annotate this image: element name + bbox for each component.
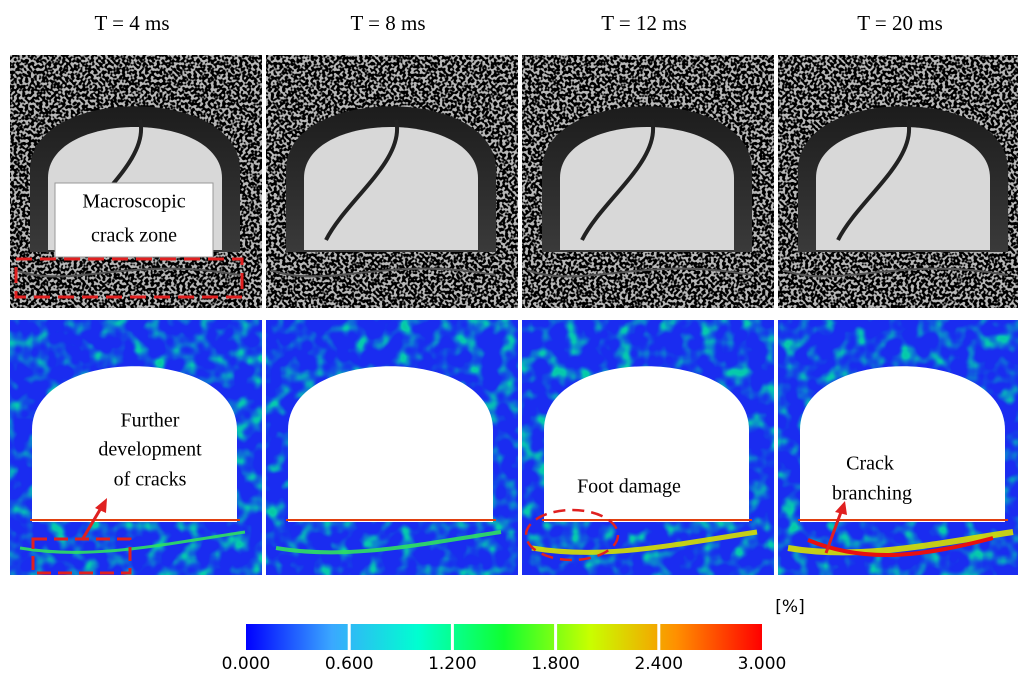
annotation: Further [121,410,180,432]
annotation: branching [832,483,912,505]
column-title: T = 12 ms [601,11,687,35]
tick-label: 0.600 [325,654,374,674]
annotation: development [98,439,202,461]
strain-map [522,320,774,575]
column-title: T = 20 ms [857,11,943,35]
annotation: Crack [846,453,894,475]
tick-label: 3.000 [738,654,787,674]
tick-label: 0.000 [222,654,271,674]
tick-label: 1.800 [531,654,580,674]
photo [10,55,262,308]
colorbar: [%] 0.000 0.600 1.200 1.800 2.400 3.000 [222,597,805,674]
figure: Macroscopic crack zone Further developme… [0,0,1019,677]
annotation: Foot damage [577,476,681,498]
column-title: T = 4 ms [94,11,169,35]
column-title: T = 8 ms [350,11,425,35]
photo [778,55,1018,308]
annotation: of cracks [114,469,187,491]
tick-label: 1.200 [428,654,477,674]
annotation: crack zone [91,225,177,247]
strain-map [778,320,1018,575]
photo [522,55,774,308]
colorbar-scale [246,624,762,650]
colorbar-unit: [%] [775,597,804,617]
strain-map [266,320,518,575]
annotation: Macroscopic [82,191,185,213]
tick-label: 2.400 [634,654,683,674]
photo [266,55,518,308]
